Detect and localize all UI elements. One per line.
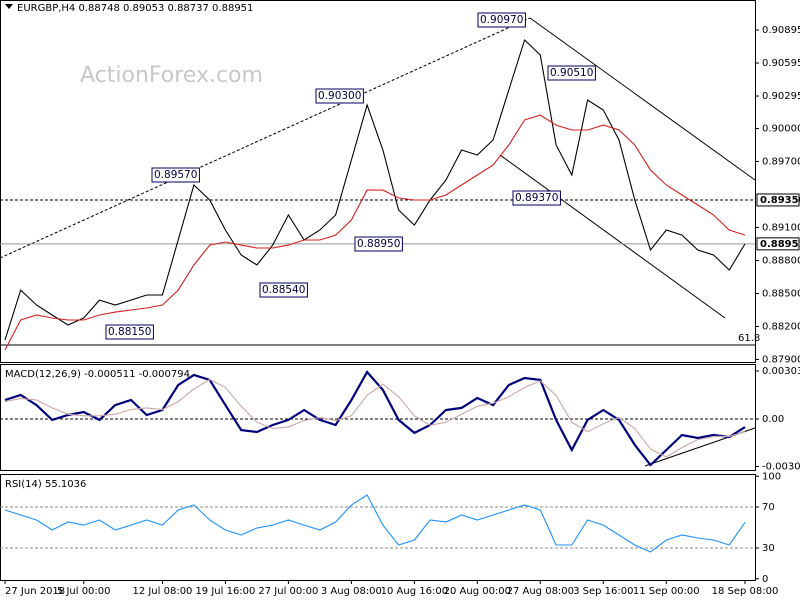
rsi-title: RSI(14) 55.1036 (5, 479, 86, 490)
y-tick-label: 0.88500 (762, 288, 800, 299)
annotation-box (315, 88, 364, 104)
y-tick-label: 0.00 (762, 414, 784, 425)
series-line (4, 370, 746, 467)
annotation: 0.90510 (550, 67, 593, 79)
series-line (4, 38, 746, 341)
annotation: 0.90300 (318, 90, 361, 102)
annotation-box (547, 65, 596, 81)
annotation: 0.88950 (357, 238, 400, 250)
y-tick-label: 0.003034 (762, 366, 800, 377)
annotation-box (151, 167, 200, 183)
annotation: 0.89570 (154, 169, 197, 181)
x-tick-label: 11 Sep 00:00 (633, 586, 700, 597)
trend-line (0, 17, 531, 259)
panel-frame (0, 364, 756, 471)
annotation: 0.88540 (262, 284, 305, 296)
menu-icon (5, 4, 13, 9)
x-tick-label: 12 Jul 08:00 (132, 586, 192, 597)
annotation: 61.8 (738, 333, 760, 344)
x-tick-label: 27 Aug 08:00 (507, 586, 574, 597)
x-tick-label: 27 Jul 00:00 (258, 586, 318, 597)
annotation: 0.90970 (480, 14, 523, 26)
macd-title: MACD(12,26,9) -0.000511 -0.000794 (5, 369, 190, 380)
y-tick-label: 0.90000 (762, 123, 800, 134)
x-tick-label: 10 Aug 16:00 (381, 586, 448, 597)
panel-frame (0, 0, 756, 363)
y-tick-label: 0.90295 (762, 91, 800, 102)
y-tick-label: 0.87900 (762, 354, 800, 365)
y-tick-label: 100 (762, 471, 781, 482)
annotation-box (512, 190, 561, 206)
x-tick-label: 5 Jul 00:00 (57, 586, 111, 597)
annotation-box (354, 236, 403, 252)
series-line (4, 378, 746, 458)
watermark: ActionForex.com (80, 63, 263, 88)
annotation: 0.88150 (108, 326, 151, 338)
annotation-box (477, 12, 526, 28)
level-box (756, 193, 800, 207)
annotation: 0.89370 (515, 192, 558, 204)
series-line (4, 114, 746, 351)
annotation-box (105, 324, 154, 340)
y-tick-label: 0.88200 (762, 321, 800, 332)
x-tick-label: 3 Sep 16:00 (573, 586, 633, 597)
x-tick-label: 19 Jul 16:00 (195, 586, 255, 597)
channel-line (499, 154, 726, 319)
annotation-box (259, 282, 308, 298)
series-line (4, 494, 746, 553)
y-tick-label: 0.89100 (762, 222, 800, 233)
x-tick-label: 20 Aug 00:00 (444, 586, 511, 597)
chart-title: EURGBP,H4 0.88748 0.89053 0.88737 0.8895… (17, 3, 253, 14)
y-tick-label: 0.89700 (762, 156, 800, 167)
y-tick-label: 70 (762, 502, 775, 513)
level-box (756, 237, 800, 251)
y-tick-label: 0 (762, 574, 768, 585)
y-tick-label: 0.88800 (762, 255, 800, 266)
y-tick-label: 0.90895 (762, 25, 800, 36)
level-label: 0.88951 (760, 239, 800, 250)
x-tick-label: 18 Sep 08:00 (712, 586, 779, 597)
panel-frame (0, 474, 756, 581)
y-tick-label: 30 (762, 543, 775, 554)
x-tick-label: 3 Aug 08:00 (321, 586, 382, 597)
channel-line (529, 17, 756, 181)
y-tick-label: 0.90595 (762, 58, 800, 69)
y-tick-label: -0.003001 (762, 461, 800, 472)
x-tick-label: 27 Jun 2018 (5, 586, 65, 597)
